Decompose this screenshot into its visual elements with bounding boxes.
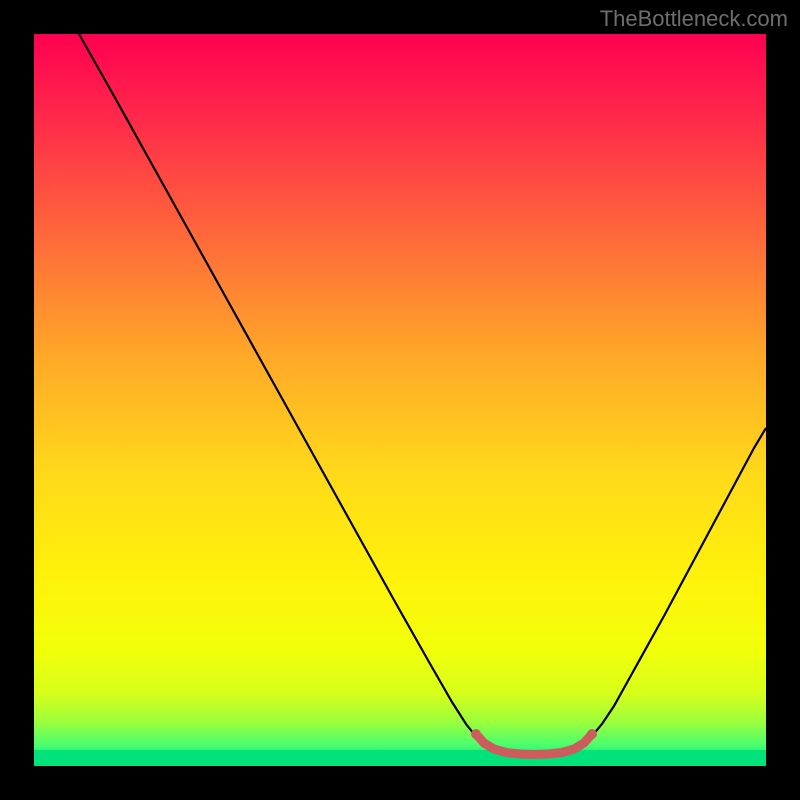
chart-container: TheBottleneck.com: [0, 0, 800, 800]
plot-area: [34, 34, 766, 766]
gradient-bottom-band: [34, 750, 766, 766]
valley-marker-dot-right: [587, 729, 597, 739]
gradient-background: [34, 34, 766, 766]
chart-svg: [34, 34, 766, 766]
valley-marker-dot-left: [471, 729, 481, 739]
watermark-link[interactable]: TheBottleneck.com: [600, 6, 788, 32]
